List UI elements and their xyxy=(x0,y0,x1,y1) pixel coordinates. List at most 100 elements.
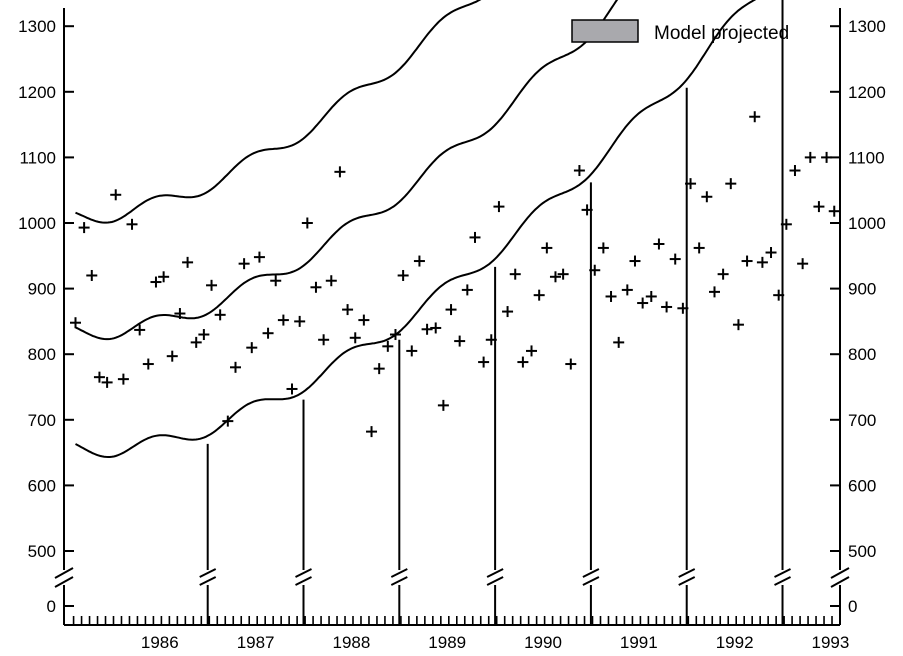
axis-break-mark xyxy=(830,576,850,588)
data-point xyxy=(749,111,761,123)
x-tick-label: 1989 xyxy=(428,633,466,652)
data-point xyxy=(318,334,330,346)
y-tick-label-zero-right: 0 xyxy=(848,597,857,616)
data-point xyxy=(517,356,529,368)
y-tick-label-right: 600 xyxy=(848,476,876,495)
data-point xyxy=(206,279,218,291)
break-mark xyxy=(486,568,504,578)
legend: Model projected xyxy=(571,19,789,44)
x-tick-label: 1990 xyxy=(524,633,562,652)
data-point xyxy=(389,329,401,341)
x-tick-label: 1986 xyxy=(141,633,179,652)
data-point xyxy=(621,284,633,296)
data-point xyxy=(262,327,274,339)
data-point xyxy=(708,286,720,298)
x-tick-label: 1993 xyxy=(812,633,850,652)
data-point xyxy=(222,415,234,427)
data-point xyxy=(669,253,681,265)
data-point xyxy=(325,275,337,287)
y-tick-label: 1300 xyxy=(18,17,56,36)
data-point xyxy=(382,340,394,352)
break-mark xyxy=(295,568,312,578)
break-mark xyxy=(390,576,408,586)
data-point xyxy=(454,335,466,347)
legend-swatch xyxy=(571,19,639,43)
data-point xyxy=(645,290,657,302)
data-point xyxy=(310,281,322,293)
y-tick-label-right: 900 xyxy=(848,280,876,299)
data-point xyxy=(397,269,409,281)
y-tick-label-right: 1000 xyxy=(848,214,886,233)
data-point xyxy=(198,329,210,341)
data-point xyxy=(526,345,538,357)
data-point xyxy=(565,358,577,370)
data-point xyxy=(693,242,705,254)
x-tick-label: 1992 xyxy=(716,633,754,652)
y-tick-label: 600 xyxy=(28,476,56,495)
data-point xyxy=(277,314,289,326)
data-point xyxy=(478,356,490,368)
data-point xyxy=(253,251,265,263)
data-point xyxy=(541,242,553,254)
data-point xyxy=(725,178,737,190)
data-point xyxy=(701,191,713,203)
break-mark xyxy=(486,576,504,586)
data-point xyxy=(142,358,154,370)
y-tick-label: 1200 xyxy=(18,83,56,102)
data-point xyxy=(342,304,354,316)
y-tick-label: 1100 xyxy=(19,148,56,167)
y-tick-label-right: 1300 xyxy=(848,17,886,36)
data-point xyxy=(685,178,697,190)
y-tick-label-right: 1200 xyxy=(848,83,886,102)
data-point xyxy=(406,345,418,357)
scatter-series xyxy=(69,111,840,438)
data-point xyxy=(557,268,569,280)
data-point xyxy=(349,332,361,344)
legend-label: Model projected xyxy=(654,23,789,44)
break-mark xyxy=(678,576,696,586)
data-point xyxy=(301,217,313,229)
data-point xyxy=(373,363,385,375)
data-point xyxy=(813,201,825,213)
data-point xyxy=(677,302,689,314)
data-point xyxy=(437,399,449,411)
data-point xyxy=(294,315,306,327)
data-point xyxy=(413,255,425,267)
data-point xyxy=(214,309,226,321)
y-tick-label-zero: 0 xyxy=(47,597,56,616)
centre-curve xyxy=(75,0,619,341)
y-tick-label: 1000 xyxy=(18,214,56,233)
data-point xyxy=(597,242,609,254)
data-point xyxy=(581,204,593,216)
y-tick-label: 700 xyxy=(28,411,56,430)
data-point xyxy=(238,258,250,270)
upper-band-curve xyxy=(75,0,482,224)
data-point xyxy=(780,218,792,230)
x-tick-label: 1988 xyxy=(332,633,370,652)
data-point xyxy=(270,275,282,287)
data-point xyxy=(445,304,457,316)
data-point xyxy=(789,165,801,177)
break-mark xyxy=(199,568,217,578)
y-tick-label-right: 800 xyxy=(848,345,876,364)
axes: 500 500 600 600 700 700 800 800 900 900 1000 1000 11… xyxy=(18,8,886,652)
data-point xyxy=(182,256,194,268)
data-point xyxy=(637,297,649,309)
data-point xyxy=(461,284,473,296)
axis-break-mark xyxy=(54,567,74,579)
data-point xyxy=(653,238,665,250)
data-point xyxy=(732,319,744,331)
data-point xyxy=(246,342,258,354)
data-point xyxy=(605,290,617,302)
data-point xyxy=(78,222,90,234)
data-point xyxy=(166,350,178,362)
data-point xyxy=(756,256,768,268)
y-tick-label-right: 500 xyxy=(848,542,876,561)
data-point xyxy=(493,201,505,213)
break-mark xyxy=(390,568,408,578)
data-point xyxy=(110,189,122,201)
data-point xyxy=(229,361,241,373)
data-point xyxy=(117,373,129,385)
data-point xyxy=(69,317,81,329)
